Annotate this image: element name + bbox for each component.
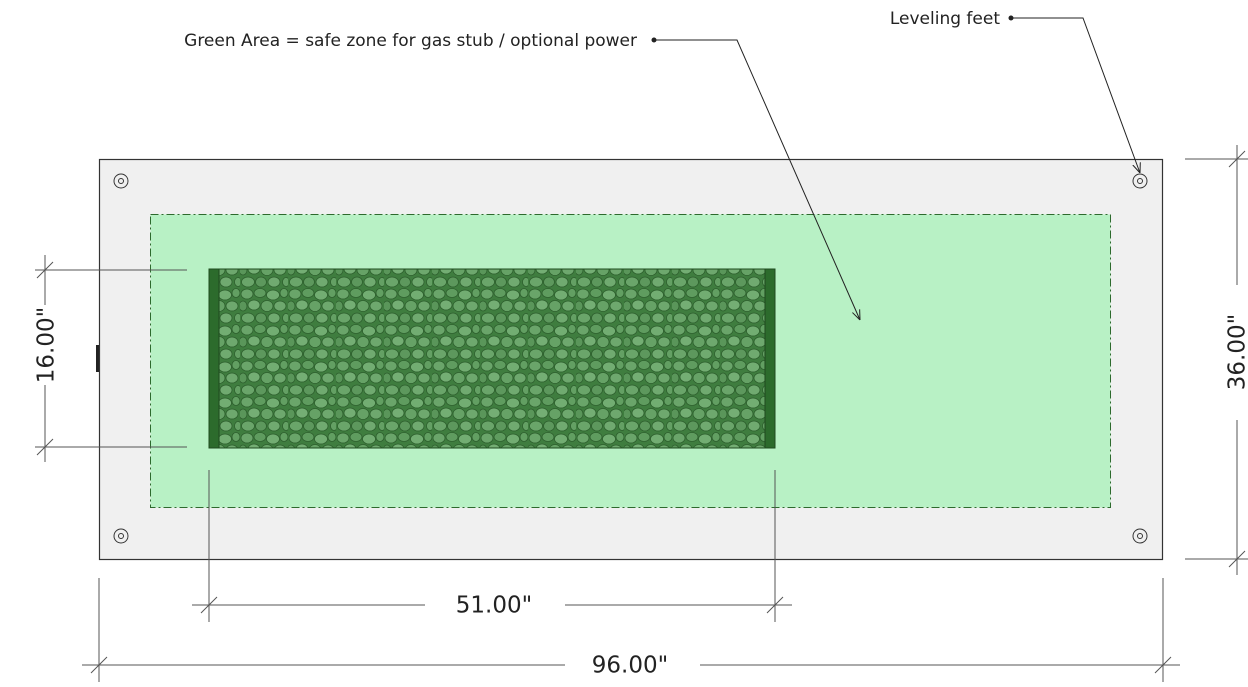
- burner: [208, 268, 776, 449]
- dimension-label: 96.00": [592, 653, 668, 679]
- dimension-label: 16.00": [34, 307, 60, 383]
- dimension-36: [1185, 145, 1248, 575]
- annotation: Green Area = safe zone for gas stub / op…: [184, 31, 637, 51]
- leader-line: [1011, 17, 1140, 173]
- dimension-96: [82, 578, 1180, 682]
- side-tab: [96, 345, 100, 372]
- burner-end: [208, 268, 220, 449]
- leader-line: [654, 39, 860, 320]
- dimension-label: 51.00": [456, 593, 532, 619]
- annotation: Leveling feet: [890, 9, 1000, 29]
- dimension-16: [35, 255, 187, 462]
- burner-end: [764, 268, 776, 449]
- dimension-51: [192, 470, 792, 622]
- dimension-label: 36.00": [1225, 314, 1248, 390]
